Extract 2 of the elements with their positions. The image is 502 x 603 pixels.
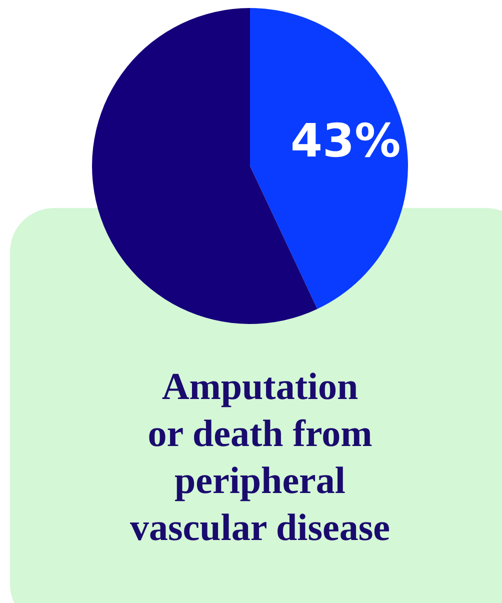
data-label: 43% bbox=[290, 114, 401, 168]
text: Amputation or death from peripheral vascular disease bbox=[128, 365, 392, 551]
